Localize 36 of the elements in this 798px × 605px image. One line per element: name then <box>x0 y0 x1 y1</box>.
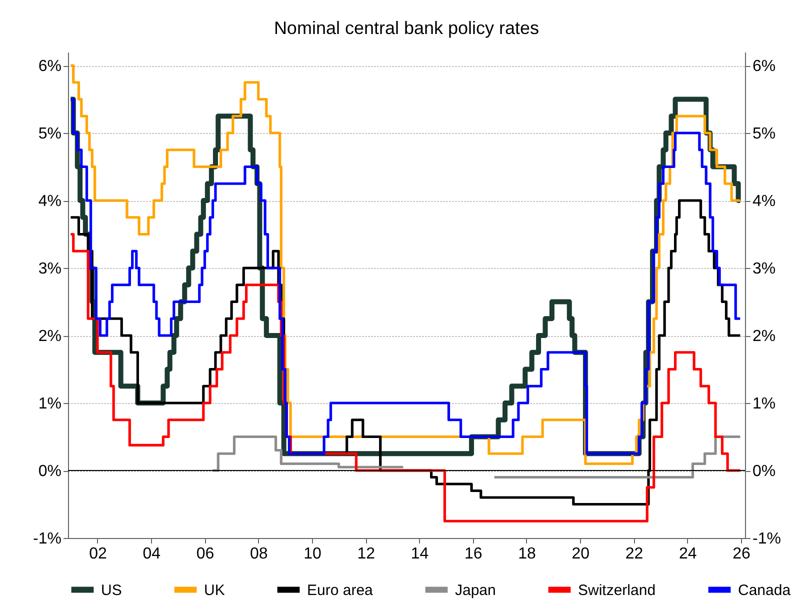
y2-tick-label: 3% <box>752 260 776 278</box>
x-tick-label: 06 <box>196 546 214 562</box>
y-tick-label: 1% <box>38 396 62 412</box>
x-tick-label: 24 <box>678 546 697 562</box>
x-tick-label: 26 <box>732 546 750 562</box>
legend-label: Euro area <box>307 582 374 599</box>
legend-label: Japan <box>455 582 496 599</box>
x-tick-label: 12 <box>357 546 376 562</box>
x-tick-label: 22 <box>625 546 644 562</box>
x-tick-label: 14 <box>410 546 429 562</box>
x-tick-label: 16 <box>464 546 482 562</box>
y-tick-label: -1% <box>33 530 62 548</box>
y2-tick-label: 0% <box>752 463 776 480</box>
y2-tick-label: 2% <box>752 328 776 345</box>
y2-tick-label: 5% <box>752 126 776 142</box>
y-tick-label: 3% <box>38 260 62 278</box>
y-tick-label: 6% <box>38 58 62 75</box>
y-tick-label: 4% <box>38 193 62 210</box>
y2-tick-label: 4% <box>752 193 776 210</box>
legend-label: UK <box>204 582 225 599</box>
x-tick-label: 08 <box>250 546 268 562</box>
x-tick-label: 20 <box>572 546 590 562</box>
y2-tick-label: 6% <box>752 58 776 75</box>
x-tick-label: 02 <box>89 546 107 562</box>
y2-tick-label: -1% <box>752 530 781 548</box>
chart-title: Nominal central bank policy rates <box>274 18 540 38</box>
y2-tick-label: 1% <box>752 396 776 412</box>
x-tick-label: 10 <box>304 546 322 562</box>
x-tick-label: 04 <box>142 546 161 562</box>
y-tick-label: 5% <box>38 126 62 142</box>
legend-label: Canada <box>738 582 792 599</box>
x-tick-label: 18 <box>518 546 536 562</box>
legend-label: Switzerland <box>578 582 656 599</box>
y-tick-label: 2% <box>38 328 62 345</box>
y-tick-label: 0% <box>38 463 62 480</box>
legend-label: US <box>101 582 122 599</box>
